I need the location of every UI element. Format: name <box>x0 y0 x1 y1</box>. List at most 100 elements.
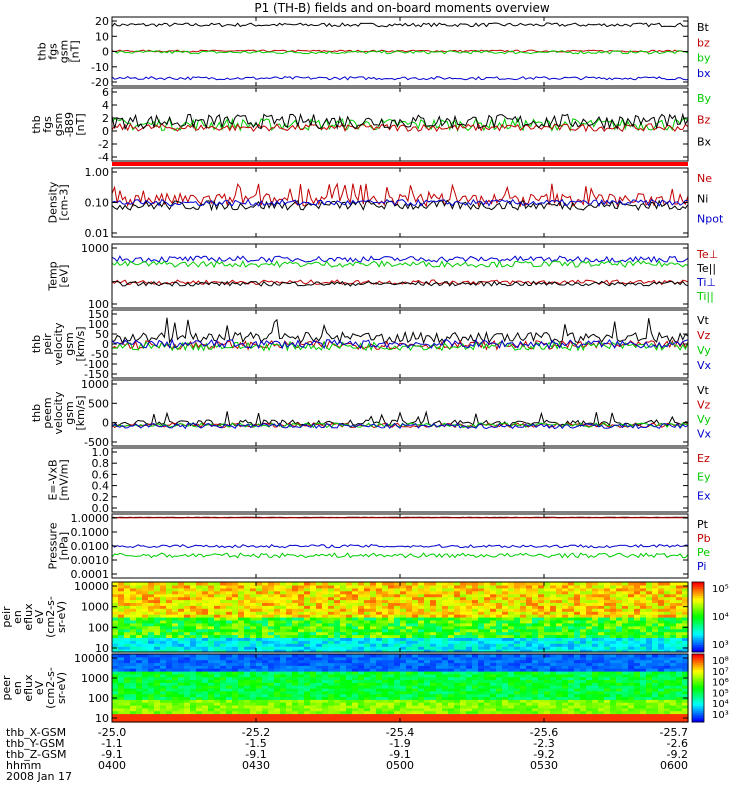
heatmap-cell <box>502 596 509 601</box>
heatmap-cell <box>544 590 551 595</box>
heatmap-cell <box>634 713 641 717</box>
heatmap-cell <box>406 590 413 595</box>
heatmap-cell <box>676 673 683 678</box>
heatmap-cell <box>340 599 347 603</box>
heatmap-cell <box>472 693 479 698</box>
heatmap-cell <box>358 673 365 678</box>
heatmap-cell <box>514 682 521 686</box>
heatmap-cell <box>244 637 251 641</box>
heatmap-cell <box>352 625 359 630</box>
heatmap-cell <box>418 696 425 700</box>
heatmap-cell <box>466 696 473 700</box>
heatmap-cell <box>178 693 185 698</box>
heatmap-cell <box>466 693 473 698</box>
heatmap-cell <box>502 634 509 638</box>
heatmap-cell <box>652 688 659 692</box>
heatmap-cell <box>532 649 539 653</box>
heatmap-cell <box>328 628 335 633</box>
heatmap-cell <box>538 646 545 650</box>
heatmap-cell <box>568 602 575 606</box>
heatmap-cell <box>274 679 281 683</box>
heatmap-cell <box>154 646 161 650</box>
heatmap-cell <box>352 671 359 675</box>
heatmap-cell <box>532 713 539 717</box>
heatmap-cell <box>514 707 521 712</box>
heatmap-cell <box>316 719 323 723</box>
heatmap-cell <box>424 665 431 669</box>
heatmap-cell <box>496 582 503 586</box>
heatmap-cell <box>160 699 167 703</box>
heatmap-cell <box>676 699 683 703</box>
heatmap-cell <box>562 702 569 706</box>
heatmap-cell <box>220 587 227 592</box>
heatmap-cell <box>562 596 569 601</box>
heatmap-cell <box>286 693 293 698</box>
heatmap-cell <box>334 599 341 603</box>
heatmap-cell <box>364 659 371 664</box>
heatmap-cell <box>538 668 545 672</box>
heatmap-cell <box>352 646 359 650</box>
heatmap-cell <box>478 690 485 695</box>
heatmap-cell <box>580 705 587 709</box>
heatmap-cell <box>622 602 629 606</box>
heatmap-cell <box>316 690 323 695</box>
heatmap-cell <box>634 676 641 681</box>
heatmap-cell <box>454 649 461 653</box>
heatmap-cell <box>238 716 245 720</box>
heatmap-cell <box>322 646 329 650</box>
heatmap-cell <box>622 614 629 618</box>
heatmap-cell <box>604 587 611 592</box>
heatmap-cell <box>202 637 209 641</box>
heatmap-cell <box>562 582 569 586</box>
heatmap-cell <box>448 582 455 586</box>
heatmap-cell <box>382 640 389 644</box>
heatmap-cell <box>292 593 299 598</box>
heatmap-cell <box>322 628 329 633</box>
y-tick-label: -500 <box>84 436 109 449</box>
heatmap-cell <box>586 646 593 650</box>
heatmap-cell <box>406 582 413 586</box>
heatmap-cell <box>136 668 143 672</box>
heatmap-cell <box>196 634 203 638</box>
colorbar-cell <box>692 660 704 664</box>
heatmap-cell <box>574 685 581 689</box>
heatmap-cell <box>316 696 323 700</box>
heatmap-cell <box>214 622 221 627</box>
heatmap-cell <box>646 637 653 641</box>
heatmap-cell <box>304 637 311 641</box>
heatmap-cell <box>484 696 491 700</box>
heatmap-cell <box>184 614 191 618</box>
heatmap-cell <box>430 649 437 653</box>
heatmap-cell <box>664 619 671 624</box>
heatmap-cell <box>196 608 203 612</box>
heatmap-cell <box>478 679 485 683</box>
heatmap-cell <box>310 602 317 606</box>
heatmap-cell <box>664 659 671 664</box>
heatmap-cell <box>436 622 443 627</box>
heatmap-cell <box>112 596 119 601</box>
heatmap-cell <box>166 611 173 615</box>
heatmap-cell <box>646 716 653 720</box>
heatmap-cell <box>682 634 689 638</box>
heatmap-cell <box>250 628 257 633</box>
heatmap-cell <box>322 614 329 618</box>
heatmap-cell <box>142 696 149 700</box>
heatmap-cell <box>148 710 155 715</box>
heatmap-cell <box>262 679 269 683</box>
heatmap-cell <box>442 631 449 636</box>
heatmap-cell <box>592 614 599 618</box>
heatmap-cell <box>148 705 155 709</box>
heatmap-cell <box>370 719 377 723</box>
heatmap-cell <box>268 608 275 612</box>
heatmap-cell <box>208 634 215 638</box>
series-line-Bz <box>111 122 689 133</box>
heatmap-cell <box>310 702 317 706</box>
heatmap-cell <box>154 640 161 644</box>
heatmap-cell <box>304 673 311 678</box>
heatmap-cell <box>214 617 221 621</box>
heatmap-cell <box>574 582 581 586</box>
heatmap-cell <box>130 611 137 615</box>
heatmap-cell <box>388 685 395 689</box>
heatmap-cell <box>130 605 137 609</box>
heatmap-cell <box>622 640 629 644</box>
